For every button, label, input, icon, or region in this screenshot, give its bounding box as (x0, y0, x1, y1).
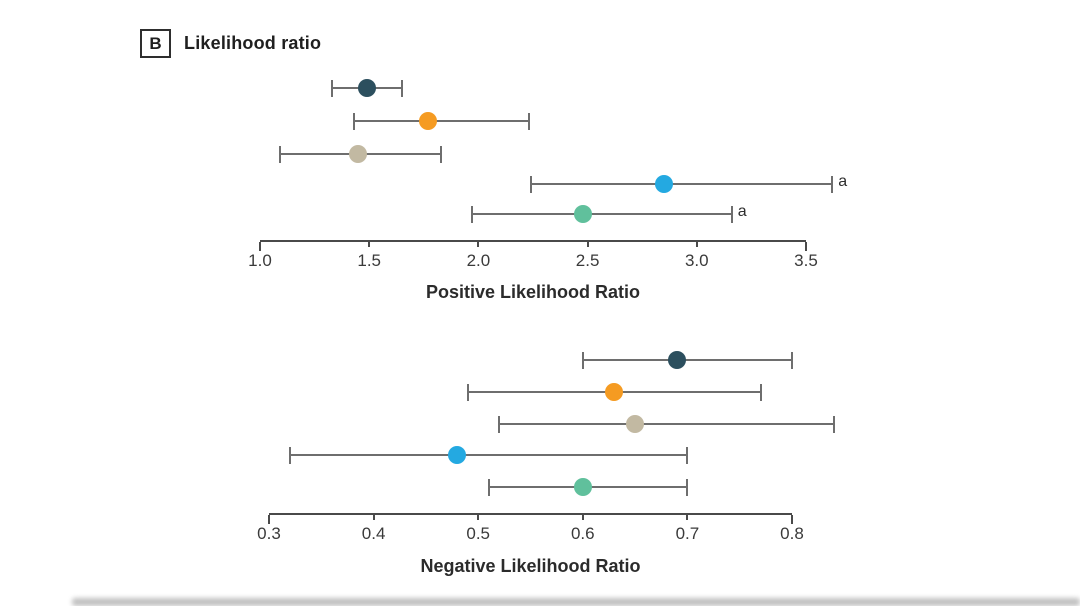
axis-tick (582, 515, 584, 520)
positive-x-axis-title: Positive Likelihood Ratio (260, 282, 806, 303)
data-point (626, 415, 644, 433)
axis-tick (791, 515, 793, 524)
bottom-edge-shadow (72, 598, 1080, 606)
footnote-marker: a (738, 203, 747, 221)
negative-x-axis-line (269, 513, 792, 515)
axis-tick-label: 2.0 (467, 251, 491, 271)
ci-upper-cap (791, 352, 793, 369)
data-point (605, 383, 623, 401)
axis-tick-label: 1.5 (357, 251, 381, 271)
confidence-interval-line (531, 183, 832, 185)
ci-lower-cap (331, 80, 333, 97)
ci-upper-cap (528, 113, 530, 130)
confidence-interval-line (583, 359, 792, 361)
axis-tick (373, 515, 375, 520)
ci-lower-cap (279, 146, 281, 163)
footnote-marker: a (838, 173, 847, 191)
positive-x-axis-line (260, 240, 806, 242)
data-point (574, 478, 592, 496)
axis-tick (587, 242, 589, 247)
axis-tick-label: 0.3 (257, 524, 281, 544)
axis-tick-label: 0.8 (780, 524, 804, 544)
axis-tick (259, 242, 261, 251)
axis-tick (477, 242, 479, 247)
axis-tick (368, 242, 370, 247)
ci-lower-cap (467, 384, 469, 401)
axis-tick-label: 3.5 (794, 251, 818, 271)
ci-lower-cap (498, 416, 500, 433)
axis-tick (477, 515, 479, 520)
confidence-interval-line (290, 454, 687, 456)
ci-upper-cap (686, 479, 688, 496)
data-point (358, 79, 376, 97)
axis-tick-label: 0.6 (571, 524, 595, 544)
ci-upper-cap (401, 80, 403, 97)
ci-lower-cap (530, 176, 532, 193)
panel-title: Likelihood ratio (184, 33, 321, 54)
axis-tick (686, 515, 688, 520)
ci-upper-cap (440, 146, 442, 163)
data-point (655, 175, 673, 193)
negative-plot-area (269, 345, 792, 513)
confidence-interval-line (354, 120, 529, 122)
data-point (349, 145, 367, 163)
axis-tick-label: 2.5 (576, 251, 600, 271)
data-point (668, 351, 686, 369)
ci-upper-cap (760, 384, 762, 401)
ci-lower-cap (353, 113, 355, 130)
axis-tick-label: 3.0 (685, 251, 709, 271)
panel-label-badge: B (140, 29, 171, 58)
data-point (448, 446, 466, 464)
ci-upper-cap (686, 447, 688, 464)
ci-lower-cap (471, 206, 473, 223)
ci-upper-cap (833, 416, 835, 433)
confidence-interval-line (499, 423, 834, 425)
data-point (574, 205, 592, 223)
axis-tick (805, 242, 807, 251)
ci-lower-cap (582, 352, 584, 369)
negative-x-axis-title: Negative Likelihood Ratio (269, 556, 792, 577)
confidence-interval-line (472, 213, 732, 215)
axis-tick (696, 242, 698, 247)
ci-lower-cap (488, 479, 490, 496)
axis-tick (268, 515, 270, 524)
data-point (419, 112, 437, 130)
axis-tick-label: 0.4 (362, 524, 386, 544)
figure-header: B Likelihood ratio (140, 29, 321, 58)
axis-tick-label: 0.7 (676, 524, 700, 544)
axis-tick-label: 0.5 (466, 524, 490, 544)
axis-tick-label: 1.0 (248, 251, 272, 271)
ci-lower-cap (289, 447, 291, 464)
ci-upper-cap (731, 206, 733, 223)
ci-upper-cap (831, 176, 833, 193)
